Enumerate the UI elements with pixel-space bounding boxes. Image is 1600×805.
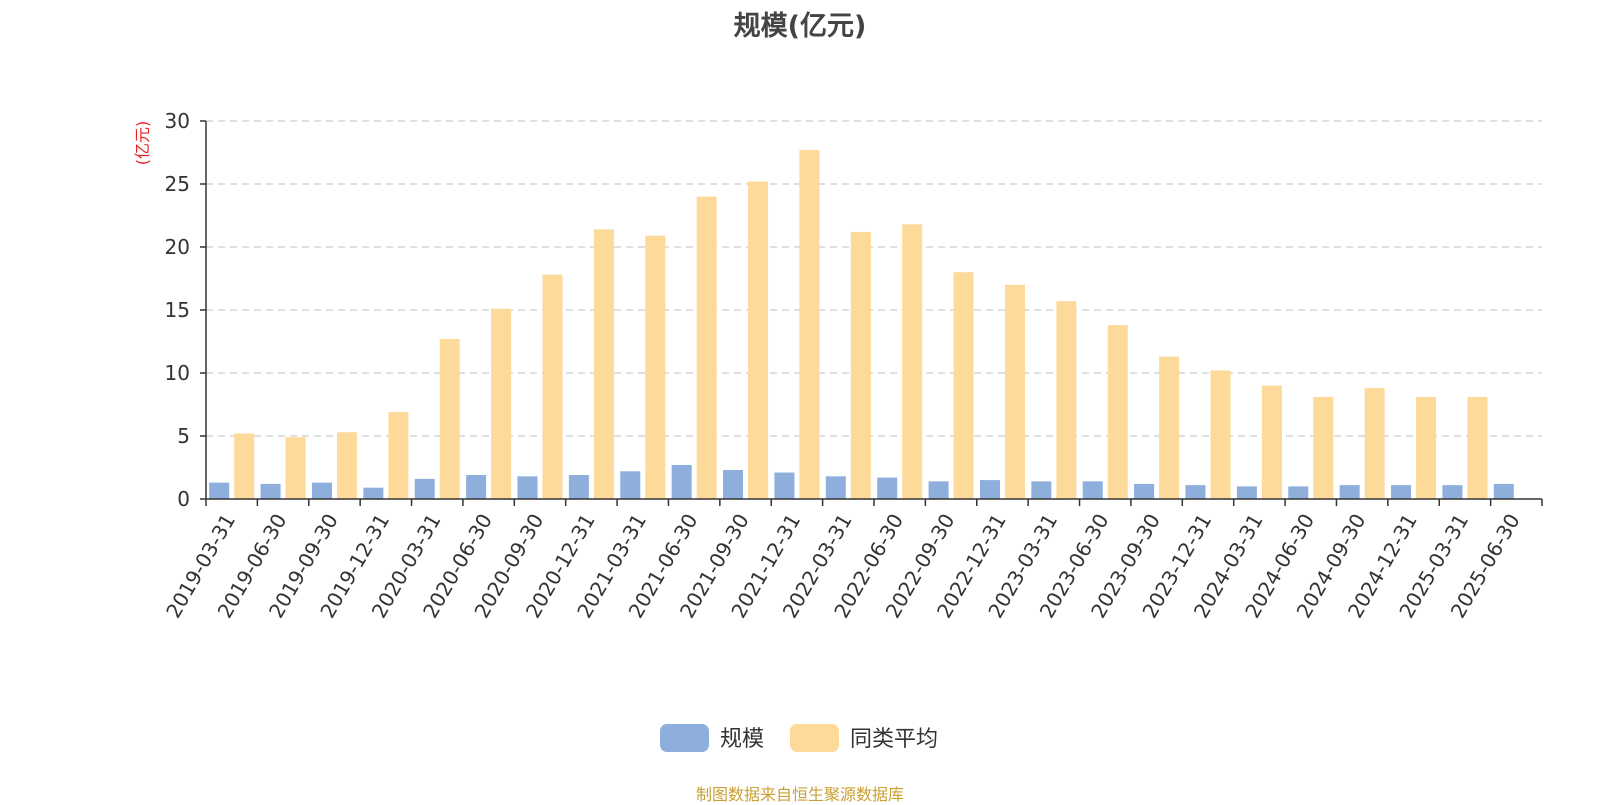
legend-label: 同类平均	[850, 727, 938, 752]
bar-scale[interactable]	[774, 472, 795, 499]
y-tick-label: 20	[165, 235, 190, 259]
bar-peer-average[interactable]	[1416, 396, 1437, 499]
bar-peer-average[interactable]	[748, 181, 769, 500]
y-tick-label: 0	[177, 487, 190, 511]
bar-scale[interactable]	[979, 480, 1000, 499]
bar-scale[interactable]	[620, 471, 641, 499]
bar-peer-average[interactable]	[234, 433, 255, 499]
bar-scale[interactable]	[723, 470, 744, 499]
legend-item-peer-average[interactable]: 同类平均	[790, 724, 938, 752]
bar-scale[interactable]	[466, 475, 487, 499]
bar-peer-average[interactable]	[491, 308, 512, 499]
bar-scale[interactable]	[517, 476, 538, 499]
bar-scale[interactable]	[671, 464, 692, 499]
bar-scale[interactable]	[1442, 485, 1463, 499]
y-tick-label: 25	[165, 172, 190, 196]
bar-peer-average[interactable]	[542, 274, 563, 499]
bar-scale[interactable]	[363, 487, 384, 499]
bar-scale[interactable]	[260, 483, 281, 499]
bar-peer-average[interactable]	[1159, 356, 1180, 499]
bar-peer-average[interactable]	[1056, 301, 1077, 499]
bar-scale[interactable]	[1339, 485, 1360, 499]
bar-scale[interactable]	[1134, 483, 1155, 499]
y-tick-label: 10	[165, 361, 190, 385]
bar-scale[interactable]	[1391, 485, 1412, 499]
bar-scale[interactable]	[1236, 486, 1257, 499]
bar-peer-average[interactable]	[1364, 388, 1385, 499]
bar-scale[interactable]	[825, 476, 846, 499]
legend-label: 规模	[720, 727, 764, 752]
bar-scale[interactable]	[928, 481, 949, 499]
bars	[209, 149, 1514, 500]
bar-peer-average[interactable]	[336, 432, 357, 499]
legend[interactable]: 规模 同类平均	[660, 724, 938, 752]
grid-lines	[206, 120, 1542, 437]
y-tick-labels: 0 5 10 15 20 25 30	[165, 109, 190, 511]
bar-peer-average[interactable]	[902, 224, 923, 499]
bar-peer-average[interactable]	[850, 231, 871, 499]
bar-scale[interactable]	[1288, 486, 1309, 499]
bar-peer-average[interactable]	[1210, 370, 1231, 499]
y-tick-label: 30	[165, 109, 190, 133]
y-axis-unit-label: (亿元)	[133, 121, 152, 166]
bar-scale[interactable]	[1031, 481, 1052, 499]
chart-title: 规模(亿元)	[733, 11, 867, 42]
bar-peer-average[interactable]	[439, 338, 460, 499]
bar-scale[interactable]	[568, 475, 589, 499]
bar-peer-average[interactable]	[388, 412, 409, 499]
bar-peer-average[interactable]	[285, 437, 306, 499]
bar-peer-average[interactable]	[1313, 396, 1334, 499]
source-note: 制图数据来自恒生聚源数据库	[695, 785, 904, 804]
bar-peer-average[interactable]	[696, 196, 717, 499]
y-tick-label: 15	[165, 298, 190, 322]
bar-peer-average[interactable]	[1004, 284, 1025, 499]
bar-peer-average[interactable]	[799, 149, 820, 500]
bar-peer-average[interactable]	[593, 229, 614, 500]
axes	[200, 120, 1543, 506]
bar-scale[interactable]	[1082, 481, 1103, 499]
legend-item-scale[interactable]: 规模	[660, 724, 764, 752]
bar-peer-average[interactable]	[645, 235, 666, 499]
bar-peer-average[interactable]	[1107, 325, 1128, 499]
bar-scale[interactable]	[1185, 485, 1206, 499]
bar-scale[interactable]	[877, 477, 898, 499]
bar-peer-average[interactable]	[1467, 396, 1488, 499]
bar-scale[interactable]	[209, 482, 230, 499]
bar-peer-average[interactable]	[1261, 385, 1282, 499]
bar-scale[interactable]	[414, 478, 435, 499]
x-tick-labels: 2019-03-312019-06-302019-09-302019-12-31…	[161, 509, 1525, 622]
bar-scale[interactable]	[1493, 483, 1514, 499]
legend-swatch	[660, 724, 709, 752]
bar-peer-average[interactable]	[953, 272, 974, 499]
bar-scale[interactable]	[311, 482, 332, 499]
legend-swatch	[790, 724, 839, 752]
y-tick-label: 5	[177, 424, 190, 448]
